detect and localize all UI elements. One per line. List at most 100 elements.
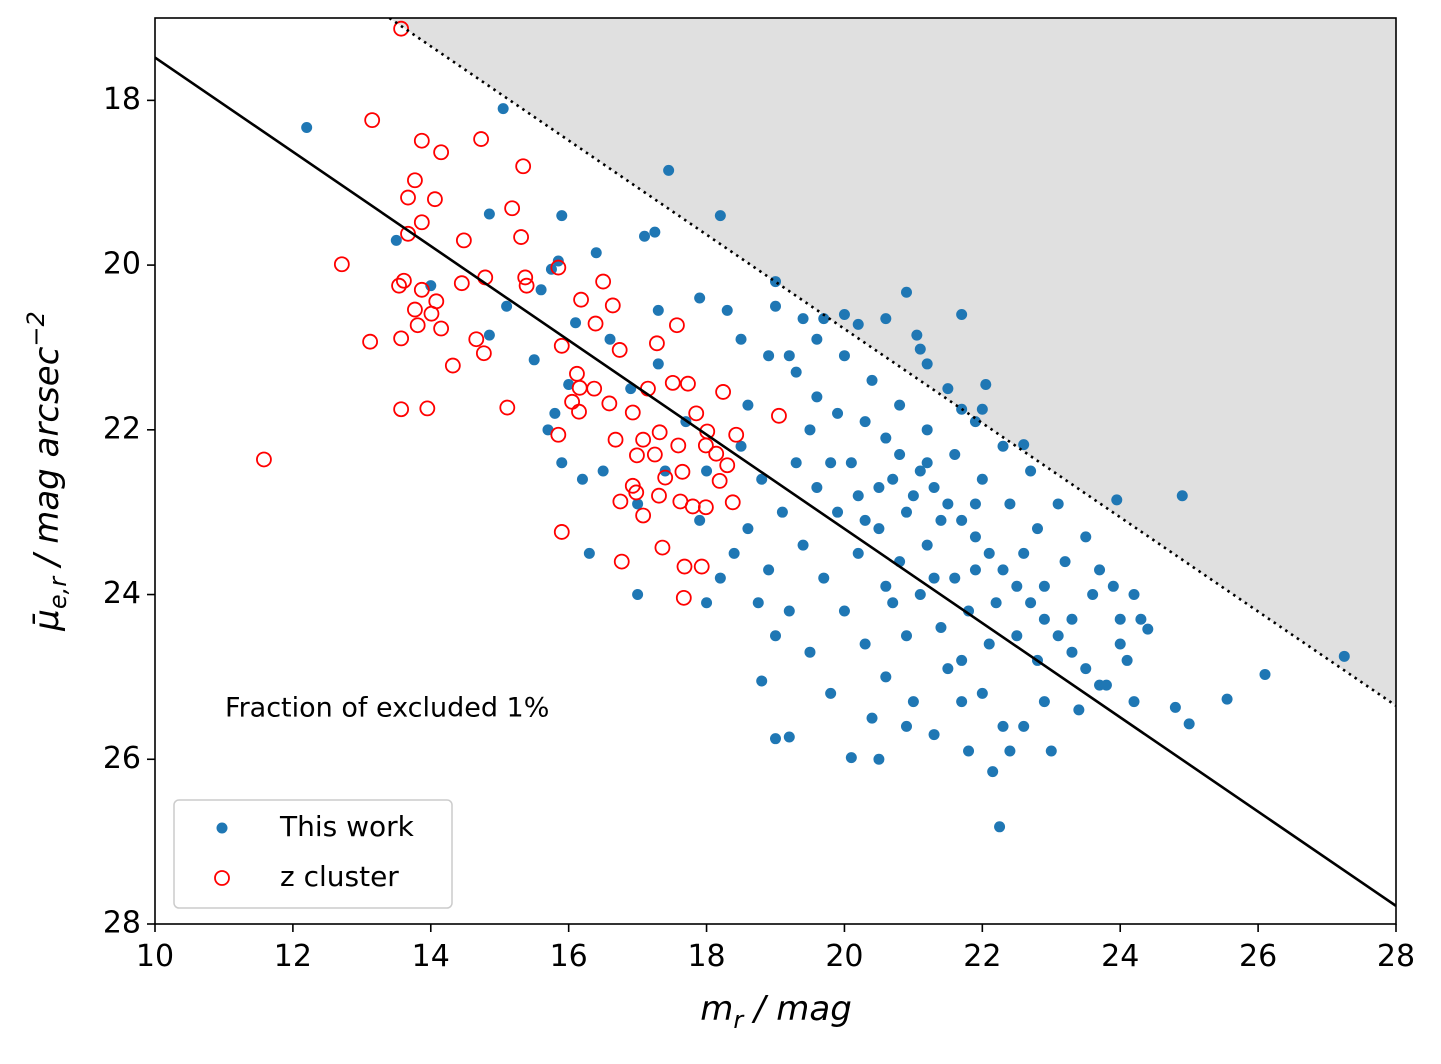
y-label-main: μ̄ [27, 609, 67, 632]
point [1066, 646, 1078, 658]
point [632, 498, 644, 510]
point [969, 498, 981, 510]
point [499, 399, 516, 416]
line [155, 56, 1396, 907]
point [880, 580, 892, 592]
point [624, 404, 641, 421]
point [859, 638, 871, 650]
point [1011, 630, 1023, 642]
point [997, 720, 1009, 732]
point [859, 514, 871, 526]
x-tick-label: 10 [136, 939, 174, 974]
x-tick-label: 18 [687, 939, 725, 974]
point [852, 318, 864, 330]
point [694, 514, 706, 526]
y-tick-label: 18 [103, 82, 141, 117]
point [612, 493, 629, 510]
point [1094, 564, 1106, 576]
x-label-sub: r [733, 1006, 745, 1034]
point [400, 189, 416, 206]
point [818, 313, 830, 325]
point [553, 524, 570, 540]
point [1221, 693, 1233, 705]
point [528, 354, 540, 366]
point [1025, 465, 1037, 477]
y-axis-label: μ̄e,r / mag arcsec−2 [22, 311, 72, 632]
point [1018, 547, 1030, 559]
y-tick-label: 28 [103, 906, 141, 941]
point [413, 281, 430, 298]
point [873, 523, 885, 535]
point [907, 696, 919, 708]
point [719, 457, 736, 474]
point [838, 605, 850, 617]
point [1128, 589, 1140, 601]
point [393, 20, 410, 37]
point [1073, 704, 1085, 716]
point [701, 465, 713, 477]
point [651, 424, 668, 441]
point [900, 630, 912, 642]
point [654, 539, 671, 556]
point [515, 158, 532, 175]
point [583, 547, 595, 559]
point [956, 514, 968, 526]
point [797, 539, 809, 551]
plot-area [155, 18, 1396, 907]
point [845, 752, 857, 764]
point [639, 230, 651, 242]
point [956, 309, 968, 321]
point [873, 481, 885, 493]
point [942, 663, 954, 675]
point [1038, 696, 1050, 708]
point [735, 440, 747, 452]
point [697, 499, 714, 516]
point [887, 597, 899, 609]
point [997, 564, 1009, 576]
point [1087, 589, 1099, 601]
point [586, 380, 603, 397]
point [776, 506, 788, 518]
point [391, 277, 407, 294]
x-label-rest: / mag [743, 989, 852, 1029]
x-tick-label: 28 [1377, 939, 1415, 974]
point [900, 506, 912, 518]
point [652, 304, 664, 316]
point [423, 305, 440, 322]
point [797, 313, 809, 325]
point [987, 766, 999, 778]
point [825, 457, 837, 469]
point [444, 357, 461, 374]
point [628, 484, 645, 501]
point [651, 487, 667, 504]
point [770, 300, 781, 312]
point [771, 407, 787, 424]
x-tick-label: 22 [963, 939, 1001, 974]
point [646, 446, 663, 463]
y-label-rest: / mag arcsec [27, 346, 67, 577]
point [670, 437, 687, 454]
x-tick-label: 12 [274, 939, 312, 974]
point [728, 547, 740, 559]
point [1121, 654, 1133, 666]
point [921, 539, 933, 551]
point [994, 821, 1006, 833]
point [1025, 597, 1037, 609]
point [475, 345, 492, 362]
point [542, 424, 554, 436]
point [1114, 638, 1126, 650]
point [635, 507, 652, 524]
point [811, 481, 823, 493]
point [1142, 623, 1154, 635]
point [573, 291, 589, 308]
point [949, 449, 961, 461]
point [1038, 580, 1050, 592]
y-tick-label: 26 [103, 741, 141, 776]
point [969, 416, 981, 428]
point [804, 646, 816, 658]
point [501, 300, 513, 312]
point [880, 671, 892, 683]
x-axis-label: mr / mag [700, 989, 852, 1034]
point [604, 333, 616, 345]
x-tick-label: 24 [1101, 939, 1139, 974]
